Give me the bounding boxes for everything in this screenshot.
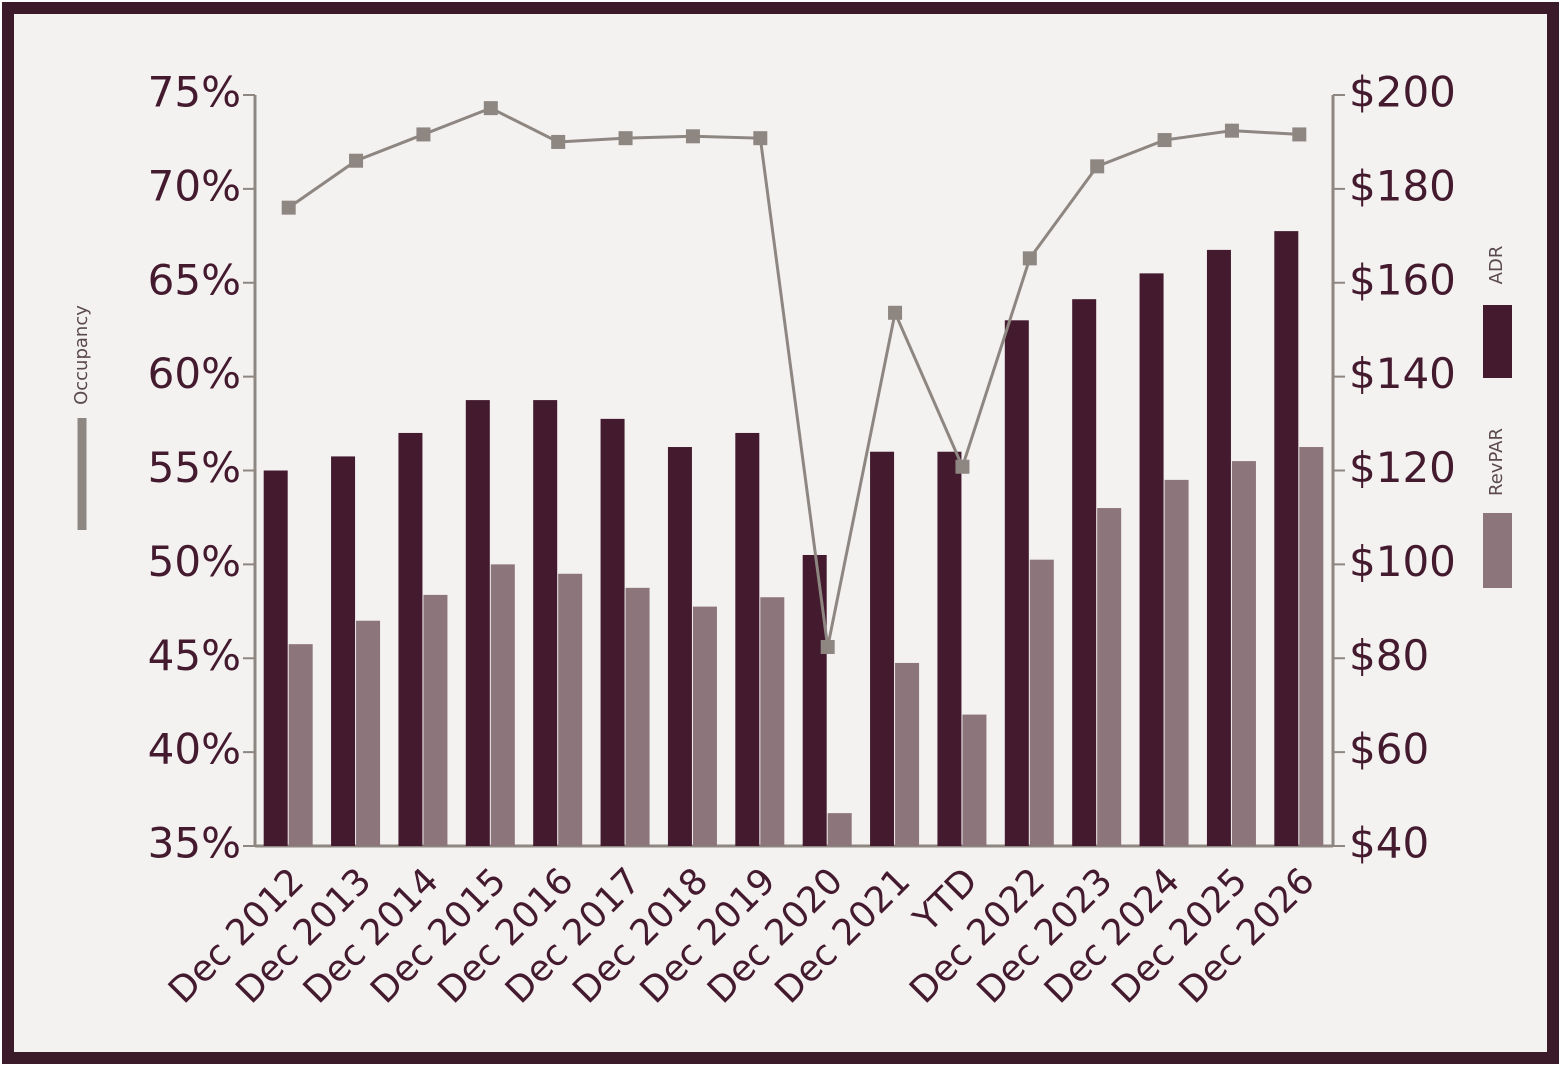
legend-label: ADR [1486, 246, 1507, 285]
line-marker [551, 134, 566, 149]
y-tick-label: 70% [148, 161, 241, 210]
bar [465, 400, 490, 846]
line-marker [1224, 123, 1239, 138]
bar [962, 714, 987, 846]
line [287, 106, 1300, 648]
bar [870, 451, 895, 846]
bar [558, 573, 583, 846]
line-marker [1022, 251, 1037, 266]
bar [1029, 559, 1054, 846]
line-marker [1090, 159, 1105, 174]
line-marker [888, 305, 903, 320]
y2-tick-label: $80 [1349, 631, 1429, 680]
bar [1164, 479, 1189, 846]
line-marker [349, 153, 364, 168]
bar [288, 644, 313, 846]
bar [827, 813, 852, 846]
bar [398, 432, 423, 846]
bar [735, 432, 760, 846]
y2-tick-label: $200 [1349, 68, 1456, 117]
y-tick-label: 55% [148, 443, 241, 492]
line-marker [416, 127, 431, 142]
line-marker [1157, 133, 1172, 148]
bar [1139, 273, 1164, 846]
y2-tick-label: $160 [1349, 255, 1456, 304]
y-tick-label: 65% [148, 255, 241, 304]
legend-swatch [1483, 513, 1512, 588]
y2-tick-label: $100 [1349, 537, 1456, 586]
y-tick-label: 45% [148, 631, 241, 680]
line-marker [483, 101, 498, 116]
line-marker [618, 131, 633, 146]
bar [667, 447, 692, 846]
bar [423, 594, 448, 846]
y2-tick-label: $60 [1349, 725, 1429, 774]
legend-label: RevPAR [1486, 428, 1507, 496]
y-tick-label: 50% [148, 537, 241, 586]
bar [490, 564, 515, 846]
bar [1299, 447, 1324, 846]
line-marker [685, 129, 700, 144]
line-marker [820, 639, 835, 654]
y2-tick-label: $40 [1349, 819, 1429, 868]
bar [600, 418, 625, 846]
bar [802, 554, 827, 846]
line-marker [1292, 127, 1307, 142]
y-tick-label: 40% [148, 725, 241, 774]
y2-tick-label: $180 [1349, 161, 1456, 210]
y2-tick-label: $120 [1349, 443, 1456, 492]
bar [1072, 299, 1097, 847]
bar [760, 597, 785, 846]
y-tick-label: 35% [148, 819, 241, 868]
bar [263, 470, 288, 846]
y-tick-label: 75% [148, 68, 241, 117]
bar [1004, 320, 1029, 846]
bar [1231, 461, 1256, 846]
y-tick-label: 60% [148, 349, 241, 398]
bar [1097, 508, 1122, 846]
bar [533, 400, 558, 846]
legend-label: Occupancy [71, 305, 92, 405]
y2-tick-label: $140 [1349, 349, 1456, 398]
line-marker [281, 200, 296, 215]
legend-swatch [1483, 305, 1512, 378]
bar [356, 620, 381, 846]
bar [1274, 231, 1299, 846]
line-marker [955, 459, 970, 474]
bar [1206, 249, 1231, 847]
bar [625, 587, 650, 846]
line-marker [753, 131, 768, 146]
bar [331, 456, 356, 846]
bar [895, 662, 920, 846]
bar [692, 606, 717, 846]
bar [937, 451, 962, 846]
